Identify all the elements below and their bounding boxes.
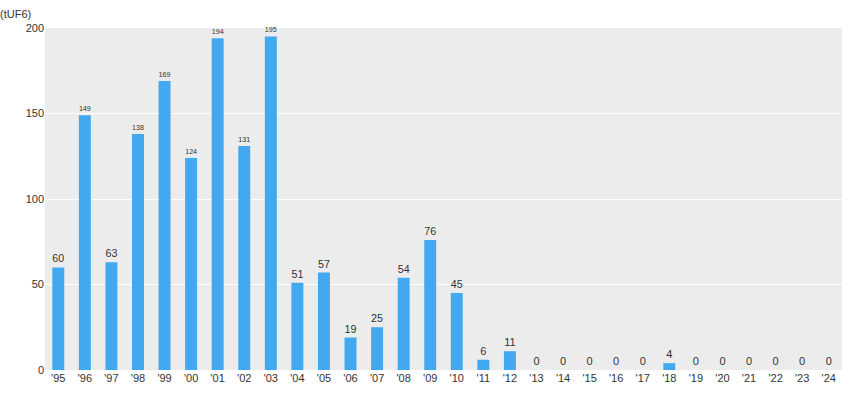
svg-text:0: 0: [613, 355, 619, 367]
svg-text:100: 100: [26, 193, 44, 205]
svg-text:45: 45: [451, 278, 463, 290]
svg-text:60: 60: [52, 252, 64, 264]
svg-text:'19: '19: [689, 372, 703, 384]
svg-text:131: 131: [238, 136, 250, 144]
svg-text:0: 0: [773, 355, 779, 367]
svg-text:0: 0: [640, 355, 646, 367]
svg-text:0: 0: [38, 364, 44, 376]
svg-text:'18: '18: [662, 372, 676, 384]
svg-text:76: 76: [424, 225, 436, 237]
svg-text:0: 0: [560, 355, 566, 367]
svg-text:'12: '12: [503, 372, 517, 384]
svg-text:200: 200: [26, 22, 44, 34]
svg-text:0: 0: [799, 355, 805, 367]
svg-text:'24: '24: [822, 372, 836, 384]
svg-text:0: 0: [719, 355, 725, 367]
svg-text:'15: '15: [582, 372, 596, 384]
svg-text:'96: '96: [78, 372, 92, 384]
svg-text:0: 0: [746, 355, 752, 367]
svg-text:195: 195: [265, 26, 277, 34]
svg-text:11: 11: [504, 336, 515, 348]
svg-text:4: 4: [666, 348, 672, 360]
svg-text:'08: '08: [396, 372, 410, 384]
svg-text:'20: '20: [715, 372, 729, 384]
svg-text:'01: '01: [211, 372, 225, 384]
svg-text:'14: '14: [556, 372, 570, 384]
svg-text:'02: '02: [237, 372, 251, 384]
svg-text:'23: '23: [795, 372, 809, 384]
svg-text:149: 149: [79, 105, 91, 113]
svg-text:124: 124: [185, 148, 197, 156]
svg-text:150: 150: [26, 107, 44, 119]
svg-text:'17: '17: [636, 372, 650, 384]
svg-text:6: 6: [480, 345, 486, 357]
svg-text:'97: '97: [104, 372, 118, 384]
svg-text:'16: '16: [609, 372, 623, 384]
svg-text:'05: '05: [317, 372, 331, 384]
svg-text:50: 50: [32, 278, 44, 290]
svg-text:194: 194: [212, 28, 224, 36]
svg-text:'06: '06: [343, 372, 357, 384]
svg-text:19: 19: [345, 323, 357, 335]
svg-text:'10: '10: [450, 372, 464, 384]
svg-text:'00: '00: [184, 372, 198, 384]
svg-text:'03: '03: [264, 372, 278, 384]
svg-text:0: 0: [587, 355, 593, 367]
svg-text:57: 57: [318, 258, 330, 270]
svg-text:0: 0: [533, 355, 539, 367]
svg-text:138: 138: [132, 124, 144, 132]
svg-text:'04: '04: [290, 372, 304, 384]
svg-text:0: 0: [826, 355, 832, 367]
svg-text:'09: '09: [423, 372, 437, 384]
svg-text:'99: '99: [157, 372, 171, 384]
svg-text:'98: '98: [131, 372, 145, 384]
svg-text:54: 54: [398, 263, 410, 275]
svg-text:'22: '22: [768, 372, 782, 384]
svg-text:'07: '07: [370, 372, 384, 384]
svg-text:'11: '11: [477, 372, 491, 384]
svg-text:'13: '13: [529, 372, 543, 384]
svg-text:25: 25: [371, 312, 383, 324]
svg-text:'95: '95: [51, 372, 65, 384]
svg-text:0: 0: [693, 355, 699, 367]
svg-text:(tUF6): (tUF6): [0, 8, 31, 20]
svg-text:51: 51: [291, 268, 303, 280]
svg-text:63: 63: [105, 247, 117, 259]
svg-text:'21: '21: [742, 372, 756, 384]
svg-text:169: 169: [159, 71, 171, 79]
